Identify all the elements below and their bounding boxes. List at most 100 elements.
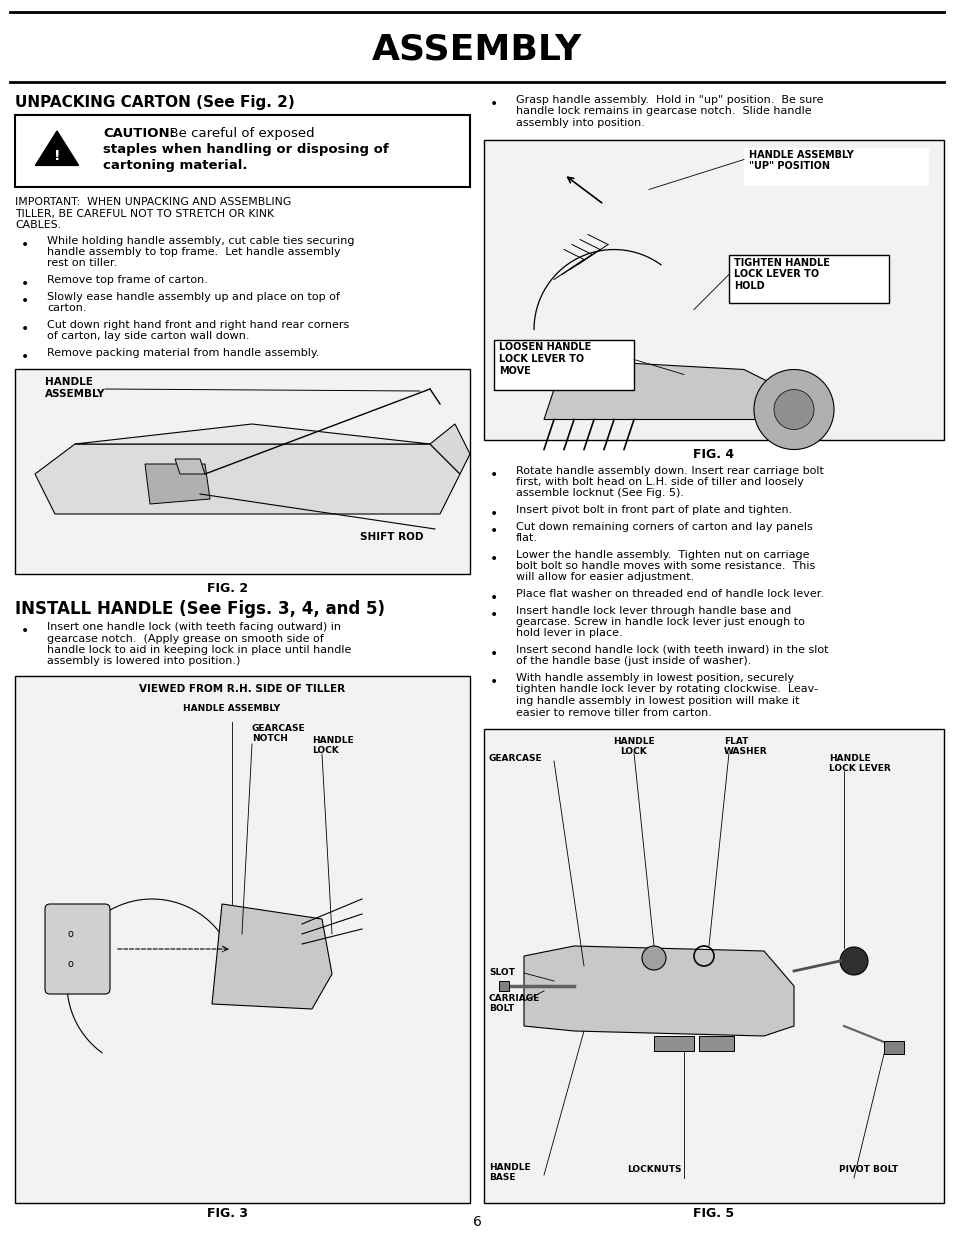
Polygon shape [498,981,509,990]
Polygon shape [654,1036,693,1051]
Text: FIG. 4: FIG. 4 [693,447,734,461]
Text: •: • [490,676,497,689]
Polygon shape [883,1041,903,1053]
Bar [483,729,943,1203]
Text: handle assembly to top frame.  Let handle assembly: handle assembly to top frame. Let handle… [47,247,340,257]
Text: HANDLE ASSEMBLY
"UP" POSITION: HANDLE ASSEMBLY "UP" POSITION [748,149,853,172]
Text: FLAT
WASHER: FLAT WASHER [723,737,767,756]
Text: •: • [490,524,497,537]
Text: FIG. 2: FIG. 2 [207,582,249,595]
Text: Cut down right hand front and right hand rear corners: Cut down right hand front and right hand… [47,320,349,330]
Text: bolt bolt so handle moves with some resistance.  This: bolt bolt so handle moves with some resi… [516,561,815,571]
Text: Remove packing material from handle assembly.: Remove packing material from handle asse… [47,347,319,357]
Text: With handle assembly in lowest position, securely: With handle assembly in lowest position,… [516,673,793,683]
Text: Insert handle lock lever through handle base and: Insert handle lock lever through handle … [516,605,790,615]
Text: •: • [21,350,30,363]
Text: HANDLE
LOCK LEVER: HANDLE LOCK LEVER [828,755,890,773]
Bar [494,340,634,389]
Text: INSTALL HANDLE (See Figs. 3, 4, and 5): INSTALL HANDLE (See Figs. 3, 4, and 5) [15,600,385,618]
Text: TIGHTEN HANDLE
LOCK LEVER TO
HOLD: TIGHTEN HANDLE LOCK LEVER TO HOLD [733,258,829,290]
Polygon shape [523,946,793,1036]
Polygon shape [430,424,470,474]
Text: •: • [21,624,30,638]
Text: assemble locknut (See Fig. 5).: assemble locknut (See Fig. 5). [516,489,683,499]
Text: LOCKNUTS: LOCKNUTS [626,1165,680,1174]
Text: assembly is lowered into position.): assembly is lowered into position.) [47,657,240,667]
Text: •: • [490,468,497,482]
Text: GEARCASE
NOTCH: GEARCASE NOTCH [252,724,305,743]
Text: •: • [21,277,30,291]
Text: tighten handle lock lever by rotating clockwise.  Leav-: tighten handle lock lever by rotating cl… [516,684,817,694]
Circle shape [753,369,833,450]
Text: handle lock remains in gearcase notch.  Slide handle: handle lock remains in gearcase notch. S… [516,106,811,116]
Text: GEARCASE: GEARCASE [489,755,542,763]
Text: PIVOT BOLT: PIVOT BOLT [838,1165,897,1174]
Text: •: • [490,647,497,661]
Text: TILLER, BE CAREFUL NOT TO STRETCH OR KINK: TILLER, BE CAREFUL NOT TO STRETCH OR KIN… [15,209,274,219]
Text: Insert one handle lock (with teeth facing outward) in: Insert one handle lock (with teeth facin… [47,622,340,632]
Text: Remove top frame of carton.: Remove top frame of carton. [47,275,208,285]
Polygon shape [174,459,205,474]
Bar [15,115,470,186]
Text: FIG. 3: FIG. 3 [208,1207,248,1220]
Polygon shape [699,1036,733,1051]
Text: HANDLE
LOCK: HANDLE LOCK [613,737,654,756]
Text: VIEWED FROM R.H. SIDE OF TILLER: VIEWED FROM R.H. SIDE OF TILLER [139,684,345,694]
Text: Insert pivot bolt in front part of plate and tighten.: Insert pivot bolt in front part of plate… [516,505,791,515]
Text: LOOSEN HANDLE
LOCK LEVER TO
MOVE: LOOSEN HANDLE LOCK LEVER TO MOVE [498,342,591,375]
Bar [15,676,470,1203]
Polygon shape [35,131,78,165]
Text: gearcase notch.  (Apply grease on smooth side of: gearcase notch. (Apply grease on smooth … [47,634,323,643]
Text: cartoning material.: cartoning material. [103,159,247,172]
Circle shape [840,947,867,974]
Circle shape [641,946,665,969]
Text: HANDLE
LOCK: HANDLE LOCK [312,736,354,756]
Text: !: ! [53,148,60,163]
Text: Slowly ease handle assembly up and place on top of: Slowly ease handle assembly up and place… [47,291,339,301]
Text: Place flat washer on threaded end of handle lock lever.: Place flat washer on threaded end of han… [516,589,823,599]
Text: handle lock to aid in keeping lock in place until handle: handle lock to aid in keeping lock in pl… [47,645,351,655]
Text: o: o [67,960,72,969]
Text: assembly into position.: assembly into position. [516,119,644,128]
Text: IMPORTANT:  WHEN UNPACKING AND ASSEMBLING: IMPORTANT: WHEN UNPACKING AND ASSEMBLING [15,198,291,207]
Text: staples when handling or disposing of: staples when handling or disposing of [103,143,388,156]
Text: first, with bolt head on L.H. side of tiller and loosely: first, with bolt head on L.H. side of ti… [516,477,803,487]
Text: Cut down remaining corners of carton and lay panels: Cut down remaining corners of carton and… [516,521,812,531]
Polygon shape [145,464,210,504]
Text: Grasp handle assembly.  Hold in "up" position.  Be sure: Grasp handle assembly. Hold in "up" posi… [516,95,822,105]
Text: of carton, lay side carton wall down.: of carton, lay side carton wall down. [47,331,250,341]
Text: gearcase. Screw in handle lock lever just enough to: gearcase. Screw in handle lock lever jus… [516,618,804,627]
Text: rest on tiller.: rest on tiller. [47,258,117,268]
Text: While holding handle assembly, cut cable ties securing: While holding handle assembly, cut cable… [47,236,355,246]
Text: will allow for easier adjustment.: will allow for easier adjustment. [516,573,694,583]
Bar [483,140,943,440]
Text: easier to remove tiller from carton.: easier to remove tiller from carton. [516,708,711,718]
Text: •: • [490,98,497,111]
Polygon shape [35,445,459,514]
Text: hold lever in place.: hold lever in place. [516,629,622,638]
Text: •: • [490,508,497,521]
Polygon shape [212,904,332,1009]
Text: carton.: carton. [47,303,87,312]
Bar [15,369,470,574]
FancyBboxPatch shape [45,904,110,994]
Text: SLOT: SLOT [489,968,515,977]
Text: •: • [21,294,30,308]
Text: CARRIAGE
BOLT: CARRIAGE BOLT [489,994,539,1014]
Text: ASSEMBLY: ASSEMBLY [372,33,581,67]
Bar [728,254,888,303]
Bar [743,147,928,185]
Text: •: • [490,608,497,621]
Text: Be careful of exposed: Be careful of exposed [161,127,314,140]
Text: •: • [21,237,30,252]
Text: HANDLE
BASE: HANDLE BASE [489,1163,530,1182]
Text: SHIFT ROD: SHIFT ROD [359,532,423,542]
Polygon shape [75,424,430,445]
Text: ing handle assembly in lowest position will make it: ing handle assembly in lowest position w… [516,697,799,706]
Text: UNPACKING CARTON (See Fig. 2): UNPACKING CARTON (See Fig. 2) [15,95,294,110]
Text: CABLES.: CABLES. [15,220,61,230]
Text: CAUTION:: CAUTION: [103,127,174,140]
Text: HANDLE
ASSEMBLY: HANDLE ASSEMBLY [45,377,105,399]
Text: flat.: flat. [516,534,537,543]
Text: •: • [490,552,497,566]
